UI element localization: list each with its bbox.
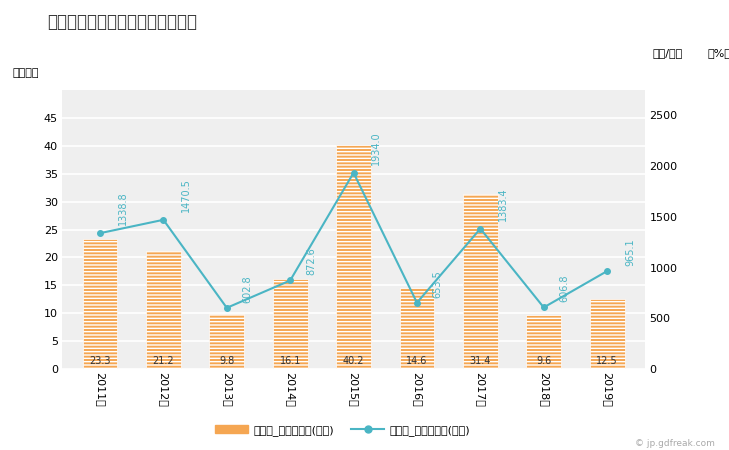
Text: 965.1: 965.1 xyxy=(625,238,635,266)
Bar xyxy=(526,315,561,369)
Bar xyxy=(399,288,434,369)
Text: 21.2: 21.2 xyxy=(152,356,174,366)
Text: 31.4: 31.4 xyxy=(469,356,491,366)
Text: 606.8: 606.8 xyxy=(560,275,569,302)
Text: 602.8: 602.8 xyxy=(243,275,253,303)
Text: 産業用建築物の床面積合計の推移: 産業用建築物の床面積合計の推移 xyxy=(47,14,198,32)
Text: 9.6: 9.6 xyxy=(536,356,551,366)
Text: ［万㎡］: ［万㎡］ xyxy=(12,68,39,78)
Text: 1383.4: 1383.4 xyxy=(498,187,508,220)
Text: ［㎡/棟］: ［㎡/棟］ xyxy=(652,49,682,58)
Text: 23.3: 23.3 xyxy=(89,356,111,366)
Bar xyxy=(463,194,498,369)
Bar xyxy=(146,251,181,369)
Text: 16.1: 16.1 xyxy=(279,356,301,366)
Bar xyxy=(273,279,308,369)
Bar xyxy=(209,314,244,369)
Text: 872.6: 872.6 xyxy=(306,248,316,275)
Bar xyxy=(82,239,117,369)
Text: ［%］: ［%］ xyxy=(707,49,729,58)
Bar xyxy=(590,299,625,369)
Text: 1934.0: 1934.0 xyxy=(371,131,381,165)
Text: © jp.gdfreak.com: © jp.gdfreak.com xyxy=(634,439,714,448)
Text: 1470.5: 1470.5 xyxy=(181,178,191,211)
Bar xyxy=(336,145,371,369)
Text: 14.6: 14.6 xyxy=(406,356,428,366)
Text: 9.8: 9.8 xyxy=(219,356,235,366)
Text: 40.2: 40.2 xyxy=(343,356,364,366)
Legend: 産業用_床面積合計(左軸), 産業用_平均床面積(右軸): 産業用_床面積合計(左軸), 産業用_平均床面積(右軸) xyxy=(211,420,475,440)
Text: 1338.8: 1338.8 xyxy=(118,191,128,225)
Text: 653.5: 653.5 xyxy=(433,270,443,297)
Text: 12.5: 12.5 xyxy=(596,356,618,366)
